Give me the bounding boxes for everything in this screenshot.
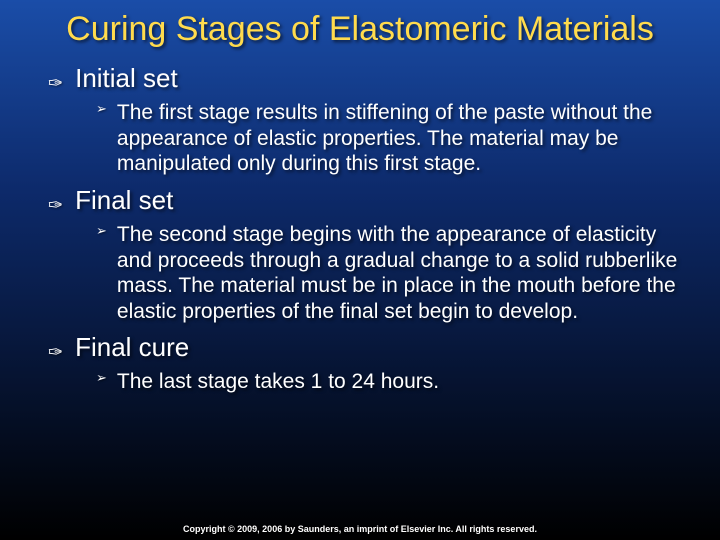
bullet-label: Initial set: [75, 63, 178, 94]
bullet-row: ✑ Final cure: [48, 332, 690, 363]
slide: Curing Stages of Elastomeric Materials ✑…: [0, 0, 720, 540]
sub-bullet-text: The last stage takes 1 to 24 hours.: [117, 369, 439, 395]
hand-bullet-icon: ✑: [48, 74, 63, 92]
slide-title: Curing Stages of Elastomeric Materials: [30, 10, 690, 49]
sub-bullet-list: ➢ The second stage begins with the appea…: [48, 222, 690, 324]
sub-bullet-text: The first stage results in stiffening of…: [117, 100, 690, 177]
sub-bullet-list: ➢ The last stage takes 1 to 24 hours.: [48, 369, 690, 395]
list-item: ➢ The last stage takes 1 to 24 hours.: [96, 369, 690, 395]
sub-bullet-list: ➢ The first stage results in stiffening …: [48, 100, 690, 177]
copyright-text: Copyright © 2009, 2006 by Saunders, an i…: [0, 524, 720, 534]
bullet-row: ✑ Initial set: [48, 63, 690, 94]
hand-bullet-icon: ✑: [48, 196, 63, 214]
sub-bullet-text: The second stage begins with the appeara…: [117, 222, 690, 324]
arrow-bullet-icon: ➢: [96, 369, 107, 387]
bullet-row: ✑ Final set: [48, 185, 690, 216]
list-item: ➢ The second stage begins with the appea…: [96, 222, 690, 324]
bullet-list: ✑ Initial set ➢ The first stage results …: [30, 63, 690, 395]
bullet-label: Final set: [75, 185, 173, 216]
list-item: ✑ Final cure ➢ The last stage takes 1 to…: [48, 332, 690, 395]
bullet-label: Final cure: [75, 332, 189, 363]
arrow-bullet-icon: ➢: [96, 100, 107, 118]
arrow-bullet-icon: ➢: [96, 222, 107, 240]
list-item: ➢ The first stage results in stiffening …: [96, 100, 690, 177]
hand-bullet-icon: ✑: [48, 343, 63, 361]
list-item: ✑ Final set ➢ The second stage begins wi…: [48, 185, 690, 324]
list-item: ✑ Initial set ➢ The first stage results …: [48, 63, 690, 177]
